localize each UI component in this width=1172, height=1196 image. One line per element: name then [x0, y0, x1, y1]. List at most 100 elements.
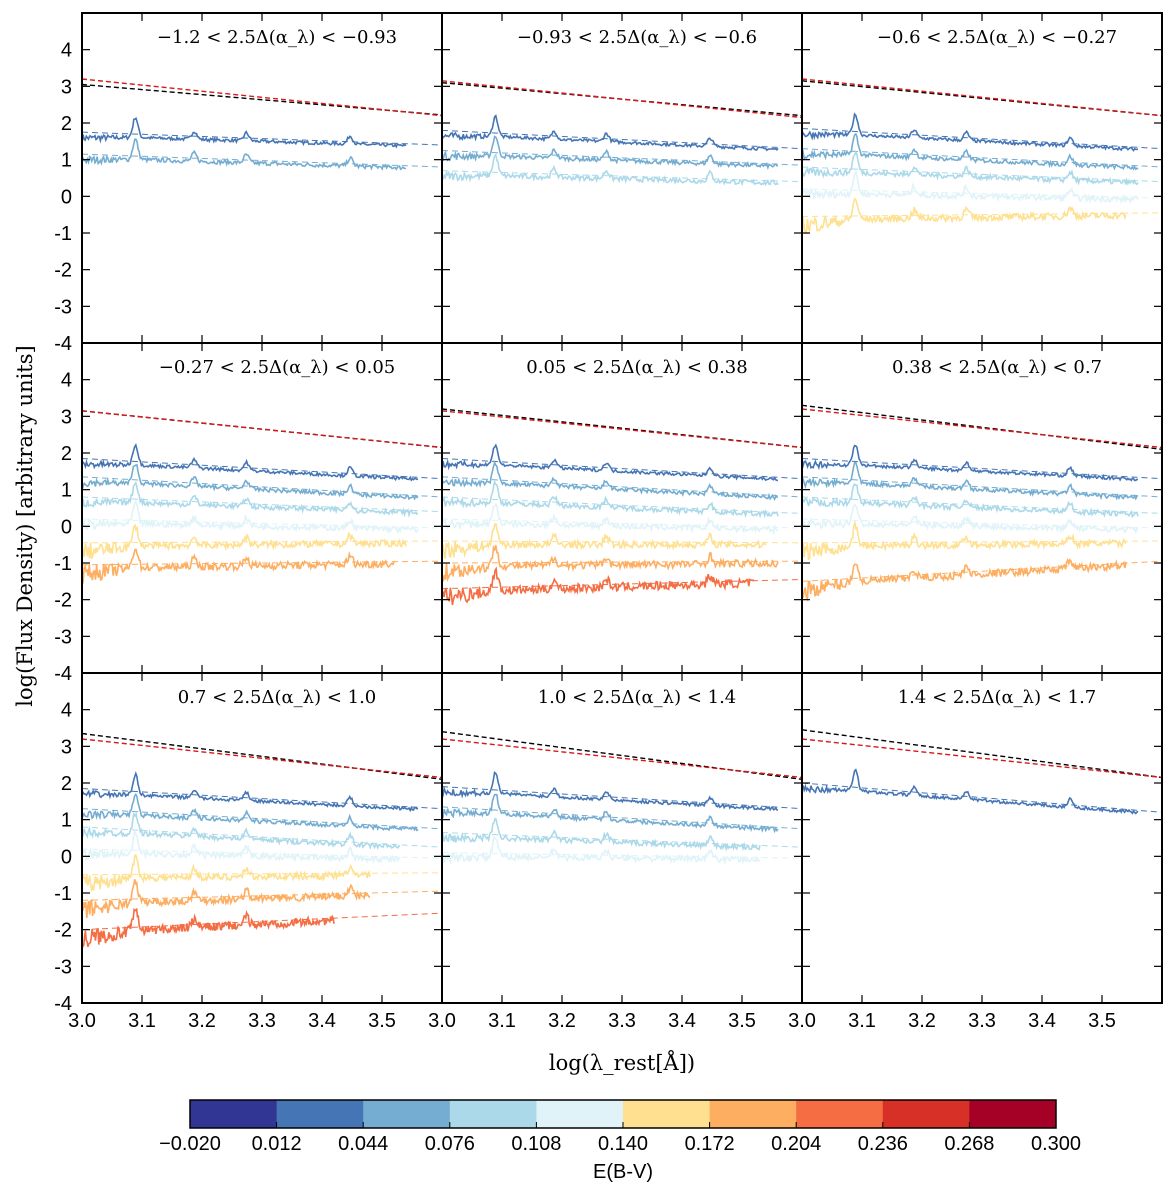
- panel-ticks: [81, 672, 443, 1004]
- panel-plot-area: [802, 404, 1162, 602]
- panel-title: 0.05 < 2.5Δ(α_λ) < 0.38: [526, 357, 747, 378]
- spectrum-line: [802, 149, 1139, 186]
- panel-frame: [81, 12, 443, 344]
- panel-plot-area: [802, 729, 1162, 815]
- x-tick-label: 3.4: [1028, 1010, 1056, 1032]
- reference-line-red: [82, 738, 442, 779]
- spectrum-fit-line: [82, 476, 442, 498]
- y-tick-label: -2: [54, 590, 72, 612]
- panel-frame: [441, 342, 803, 674]
- panel-ticks: [801, 672, 1163, 1004]
- colorbar-tick-label: 0.204: [771, 1133, 821, 1155]
- panel-grid: -4 -3 -2 -1 0 1 2 3 4 −1.2 < 2.5Δ(α_λ) < −0.93 −0.…: [54, 12, 1163, 1032]
- y-tick-label: 1: [61, 150, 72, 172]
- reference-line-black: [802, 404, 1162, 451]
- panel-title: −0.93 < 2.5Δ(α_λ) < −0.6: [517, 27, 757, 48]
- spectrum-fit-line: [802, 476, 1162, 498]
- panel-title: 1.4 < 2.5Δ(α_λ) < 1.7: [898, 687, 1097, 708]
- spectrum-line: [802, 444, 1139, 482]
- spectrum-line: [442, 835, 761, 866]
- spectrum-line: [82, 499, 419, 535]
- colorbar-tick-label: 0.236: [858, 1133, 908, 1155]
- reference-line-black: [442, 730, 802, 781]
- x-tick-label: 3.1: [848, 1010, 876, 1032]
- colorbar-segment: [969, 1100, 1057, 1128]
- colorbar-segment: [536, 1100, 624, 1128]
- y-tick-label: 1: [61, 480, 72, 502]
- reference-line-black: [802, 729, 1162, 779]
- y-tick-label: -1: [54, 223, 72, 245]
- colorbar-segment: [363, 1100, 451, 1128]
- y-tick-label: 2: [61, 113, 72, 135]
- spectrum-line: [442, 523, 767, 559]
- panel-5: 0.05 < 2.5Δ(α_λ) < 0.38: [441, 342, 803, 674]
- y-tick-label: 3: [61, 736, 72, 758]
- spectrum-fit-line: [82, 153, 442, 168]
- panel-title: −1.2 < 2.5Δ(α_λ) < −0.93: [157, 27, 397, 48]
- y-tick-label: 4: [61, 700, 72, 722]
- panel-title: −0.27 < 2.5Δ(α_λ) < 0.05: [159, 357, 396, 378]
- x-tick-label: 3.4: [308, 1010, 336, 1032]
- panel-plot-area: [82, 78, 442, 171]
- colorbar-tick-label: 0.140: [598, 1133, 648, 1155]
- colorbar: −0.020 0.012 0.044 0.076 0.108 0.140 0.172 0.20…: [159, 1099, 1081, 1183]
- spectrum-line: [802, 461, 1139, 501]
- x-tick-label: 3.3: [248, 1010, 276, 1032]
- spectrum-line: [802, 519, 1127, 561]
- spectrum-fit-line: [82, 788, 442, 810]
- panel-ticks: [81, 12, 443, 344]
- x-tick-label: 3.5: [1088, 1010, 1116, 1032]
- colorbar-segment: [709, 1100, 797, 1128]
- x-axis-title-group: log(λ_rest[Å]): [549, 1050, 695, 1075]
- spectrum-line: [82, 138, 407, 171]
- spectrum-fit-line: [442, 540, 802, 544]
- panel-title: 0.7 < 2.5Δ(α_λ) < 1.0: [178, 687, 377, 708]
- spectrum-line: [802, 482, 1139, 519]
- colorbar-tick-label: 0.012: [252, 1133, 302, 1155]
- y-tick-label: 0: [61, 516, 72, 538]
- reference-line-black: [442, 408, 802, 449]
- spectrum-line: [442, 502, 779, 535]
- reference-line-red: [442, 738, 802, 779]
- spectrum-line: [442, 443, 779, 482]
- y-axis-title-group: log(Flux Density) [arbitrary units]: [13, 345, 37, 706]
- reference-line-red: [82, 78, 442, 117]
- x-tick-label: 3.3: [608, 1010, 636, 1032]
- y-tick-label: -1: [54, 883, 72, 905]
- spectrum-fit-line: [802, 782, 1162, 813]
- spectrum-line: [802, 197, 1127, 236]
- y-tick-label: 1: [61, 810, 72, 832]
- panel-plot-area: [802, 78, 1162, 236]
- y-tick-label: 4: [61, 370, 72, 392]
- spectrum-line: [82, 854, 371, 893]
- x-tick-label: 3.3: [968, 1010, 996, 1032]
- spectrum-fit-line: [82, 458, 442, 480]
- spectrum-line: [82, 907, 335, 950]
- reference-line-red: [82, 410, 442, 449]
- colorbar-label: E(B-V): [593, 1161, 653, 1183]
- y-tick-label: 3: [61, 406, 72, 428]
- spectrum-line: [82, 792, 419, 832]
- panel-plot-area: [442, 730, 802, 866]
- spectrum-line: [442, 770, 779, 812]
- reference-line-red: [442, 410, 802, 449]
- x-tick-label: 3.2: [188, 1010, 216, 1032]
- spectrum-line: [442, 479, 779, 519]
- panel-ticks: [441, 342, 803, 674]
- panel-8: 3.0 3.1 3.2 3.3 3.4 3.5 1.0 < 2.5Δ(α_λ) < 1.4: [428, 672, 803, 1032]
- colorbar-segment: [882, 1100, 970, 1128]
- colorbar-tick-label: 0.172: [685, 1133, 735, 1155]
- spectrum-line: [82, 879, 371, 919]
- colorbar-tick-label: 0.044: [338, 1133, 388, 1155]
- x-tick-label: 3.4: [668, 1010, 696, 1032]
- colorbar-segment: [796, 1100, 884, 1128]
- spectrum-fit-line: [442, 496, 802, 514]
- x-tick-label: 3.1: [128, 1010, 156, 1032]
- spectrum-line: [82, 463, 419, 501]
- colorbar-tick-label: 0.108: [511, 1133, 561, 1155]
- spectrum-fit-line: [442, 129, 802, 150]
- spectrum-line: [82, 480, 419, 518]
- panel-9: 3.0 3.1 3.2 3.3 3.4 3.5 1.4 < 2.5Δ(α_λ) < 1.7: [788, 672, 1163, 1032]
- y-tick-label: -2: [54, 260, 72, 282]
